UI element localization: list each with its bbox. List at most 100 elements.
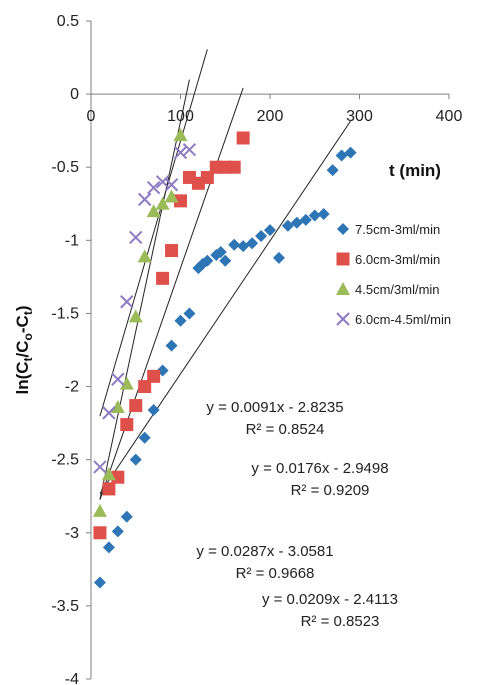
point-series-4 (173, 145, 188, 160)
point-series-2 (147, 369, 161, 383)
x-tick-label: 400 (436, 108, 463, 125)
point-series-2 (236, 131, 250, 145)
axes: 0.5 0 -0.5 -1 -1.5 -2 -2.5 -3 -3.5 -4 0 100 200 300 40… (51, 13, 462, 685)
x-tick-label: 100 (167, 108, 194, 125)
point-series-3 (101, 467, 116, 481)
point-series-1 (214, 246, 227, 259)
point-series-2 (156, 271, 170, 285)
point-series-4 (137, 192, 152, 207)
point-series-1 (264, 224, 276, 237)
point-series-2 (102, 482, 116, 496)
y-tick-label: -4 (65, 671, 79, 685)
trendline-r2: R² = 0.9668 (236, 565, 315, 582)
trendlines (99, 49, 351, 500)
point-series-3 (110, 400, 125, 414)
trendline-r2: R² = 0.9209 (291, 482, 370, 499)
point-series-4 (102, 406, 116, 420)
point-series-1 (129, 453, 142, 466)
point-series-1 (317, 208, 330, 221)
point-series-3 (146, 204, 161, 218)
data-points (92, 128, 357, 589)
point-series-2 (165, 244, 179, 258)
point-series-2 (174, 194, 187, 208)
legend-marker-1 (337, 223, 349, 235)
point-series-1 (93, 576, 106, 589)
point-series-4 (182, 142, 197, 157)
x-tick-label: 300 (346, 108, 373, 125)
point-series-3 (92, 503, 107, 517)
y-tick-label: 0 (70, 86, 79, 103)
point-series-2 (200, 170, 214, 184)
legend: 7.5cm-3ml/min 6.0cm-3ml/min 4.5cm/3ml/min 6… (336, 222, 451, 327)
point-series-1 (174, 314, 187, 327)
point-series-1 (201, 254, 214, 267)
trendline-equation: y = 0.0287x - 3.0581 (196, 543, 333, 560)
trendline-equation: y = 0.0176x - 2.9498 (251, 460, 388, 477)
point-series-1 (272, 251, 285, 264)
point-series-1 (290, 216, 303, 229)
trendline-equation: y = 0.0091x - 2.8235 (206, 399, 343, 416)
point-series-4 (120, 295, 134, 309)
point-series-1 (308, 209, 321, 222)
trendline-r2: R² = 0.8524 (246, 421, 325, 438)
point-series-2 (129, 399, 143, 413)
trendline-equation: y = 0.0209x - 2.4113 (262, 591, 398, 608)
legend-label: 6.0cm-3ml/min (355, 252, 440, 267)
point-series-4 (111, 372, 125, 386)
legend-marker-4 (336, 312, 350, 326)
x-axis-title: t (min) (389, 161, 441, 180)
point-series-3 (155, 196, 170, 210)
point-series-4 (93, 460, 107, 474)
point-series-1 (299, 213, 312, 226)
y-tick-label: -0.5 (51, 159, 79, 176)
point-series-1 (326, 164, 339, 177)
point-series-2 (120, 418, 134, 432)
legend-label: 6.0cm-4.5ml/min (355, 312, 451, 327)
point-series-1 (228, 238, 241, 251)
point-series-1 (183, 307, 196, 320)
point-series-1 (335, 149, 348, 162)
trendline-4 (99, 49, 208, 417)
legend-label: 7.5cm-3ml/min (355, 222, 440, 237)
point-series-1 (237, 240, 250, 253)
trendline-2 (99, 87, 244, 500)
y-tick-label: -3.5 (51, 598, 79, 615)
point-series-3 (173, 128, 188, 142)
trendline-r2: R² = 0.8523 (301, 613, 380, 630)
point-series-1 (255, 229, 268, 242)
point-series-3 (119, 376, 134, 390)
point-series-1 (102, 541, 115, 554)
legend-marker-3 (336, 282, 350, 295)
point-series-1 (246, 237, 259, 250)
point-series-4 (155, 175, 170, 189)
point-series-3 (137, 249, 152, 263)
point-series-1 (147, 403, 160, 416)
point-series-2 (227, 160, 241, 174)
chart-labels: t (min) ln(Ct/Co-Ct) y = 0.0091x - 2.8235 R… (13, 161, 441, 630)
point-series-2 (111, 470, 125, 484)
point-series-3 (128, 309, 143, 323)
point-series-2 (138, 380, 152, 394)
point-series-1 (219, 254, 232, 267)
legend-marker-2 (336, 252, 350, 266)
x-tick-label: 200 (257, 108, 284, 125)
point-series-2 (93, 526, 107, 540)
point-series-3 (164, 189, 179, 203)
point-series-1 (138, 431, 151, 444)
point-series-4 (146, 180, 161, 195)
trendline-3 (99, 79, 190, 500)
point-series-1 (165, 339, 178, 352)
point-series-1 (111, 525, 124, 538)
point-series-4 (164, 178, 179, 192)
y-tick-label: -2 (65, 379, 79, 396)
y-tick-label: -1 (65, 232, 79, 249)
y-axis-title: ln(Ct/Co-Ct) (13, 305, 35, 394)
y-tick-label: -2.5 (51, 452, 79, 469)
point-series-1 (281, 219, 294, 232)
y-tick-label: -3 (65, 525, 79, 542)
point-series-4 (129, 230, 143, 245)
x-tick-label: 0 (87, 108, 96, 125)
y-tick-label: 0.5 (57, 13, 79, 30)
trendline-1 (99, 120, 351, 494)
